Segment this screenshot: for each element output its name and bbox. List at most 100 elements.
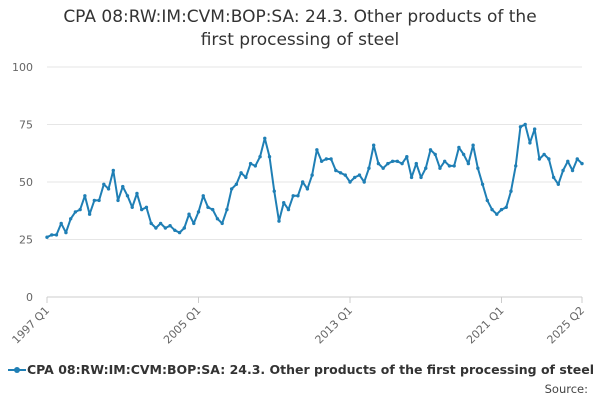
data-point <box>83 194 87 198</box>
data-point <box>196 210 201 214</box>
data-point <box>125 194 130 198</box>
data-point <box>490 207 494 212</box>
data-point <box>480 182 485 186</box>
data-point <box>371 143 376 147</box>
data-point <box>424 166 428 170</box>
data-point <box>319 159 324 163</box>
data-point <box>182 226 187 230</box>
x-tick-label: 1997 Q1 <box>10 304 53 347</box>
data-point <box>514 164 518 168</box>
x-tick-label: 2005 Q1 <box>161 304 204 347</box>
data-point <box>547 157 551 161</box>
y-tick-label-75: 75 <box>19 119 33 132</box>
data-point <box>239 171 243 175</box>
data-point <box>561 168 565 173</box>
data-point <box>201 194 205 198</box>
data-point <box>419 175 423 180</box>
data-point <box>149 221 153 226</box>
data-point <box>168 224 172 228</box>
data-point <box>395 159 400 163</box>
axes: 0 25 50 75 100 1997 Q1 2005 Q1 2013 Q1 2021 Q1 20… <box>10 61 588 346</box>
data-point <box>248 161 253 166</box>
data-point <box>580 161 584 166</box>
data-point <box>409 175 414 180</box>
data-point <box>87 212 92 216</box>
data-point <box>551 175 556 180</box>
data-point <box>400 161 404 166</box>
data-point <box>54 233 59 237</box>
data-point <box>381 166 385 170</box>
data-point <box>192 221 196 226</box>
data-point <box>97 198 101 203</box>
data-point <box>466 161 471 166</box>
data-point <box>405 155 409 159</box>
data-point <box>154 226 158 230</box>
data-point <box>286 207 291 212</box>
data-point <box>324 157 329 161</box>
data-point <box>68 217 73 221</box>
data-point <box>476 166 480 170</box>
data-point <box>111 168 115 173</box>
data-point <box>495 212 499 216</box>
data-point <box>220 221 224 226</box>
chart-title-line-2: first processing of steel <box>200 30 400 50</box>
data-point <box>414 161 418 166</box>
data-point <box>447 164 452 168</box>
data-point <box>211 207 215 212</box>
data-point <box>78 207 82 212</box>
source-label: Source: <box>544 382 588 396</box>
data-point <box>343 173 347 177</box>
data-point <box>452 164 456 168</box>
data-point <box>442 159 447 163</box>
data-point <box>428 148 433 152</box>
data-point <box>485 198 490 203</box>
y-tick-label-25: 25 <box>19 234 33 247</box>
data-point <box>315 148 319 152</box>
data-point <box>376 161 381 166</box>
data-point <box>215 217 220 221</box>
data-point <box>121 184 125 189</box>
series-line <box>46 123 583 239</box>
data-point <box>59 221 63 226</box>
data-point <box>92 198 97 203</box>
y-tick-label-0: 0 <box>26 291 33 304</box>
data-point <box>523 122 527 127</box>
series-layer <box>45 122 584 239</box>
data-point <box>556 182 561 186</box>
data-point <box>362 180 366 184</box>
data-point <box>135 191 139 196</box>
grid-lines <box>47 66 582 298</box>
data-point <box>225 207 229 212</box>
data-point <box>173 228 177 232</box>
data-point <box>50 233 54 237</box>
data-point <box>461 152 466 157</box>
data-point <box>367 166 371 170</box>
data-point <box>509 189 513 193</box>
chart-title-line-1: CPA 08:RW:IM:CVM:BOP:SA: 24.3. Other pro… <box>63 7 537 27</box>
x-tick-label: 2021 Q1 <box>464 304 507 347</box>
data-point <box>116 198 120 203</box>
data-point <box>499 207 504 212</box>
data-point <box>532 127 537 131</box>
legend-swatch-icon <box>8 365 26 375</box>
data-point <box>296 194 300 198</box>
data-point <box>310 173 314 177</box>
data-point <box>334 168 338 173</box>
data-point <box>300 180 305 184</box>
data-point <box>277 219 281 223</box>
data-point <box>267 155 272 159</box>
data-point <box>272 189 276 193</box>
legend[interactable]: CPA 08:RW:IM:CVM:BOP:SA: 24.3. Other pro… <box>8 362 594 377</box>
data-point <box>471 143 475 147</box>
data-point <box>357 173 362 177</box>
data-point <box>258 155 262 159</box>
data-point <box>528 141 532 145</box>
data-point <box>64 230 68 235</box>
data-point <box>244 175 248 180</box>
x-tick-label: 2013 Q1 <box>313 304 356 347</box>
data-point <box>263 136 267 140</box>
data-point <box>386 161 390 166</box>
legend-label: CPA 08:RW:IM:CVM:BOP:SA: 24.3. Other pro… <box>26 362 594 377</box>
data-point <box>253 164 258 168</box>
